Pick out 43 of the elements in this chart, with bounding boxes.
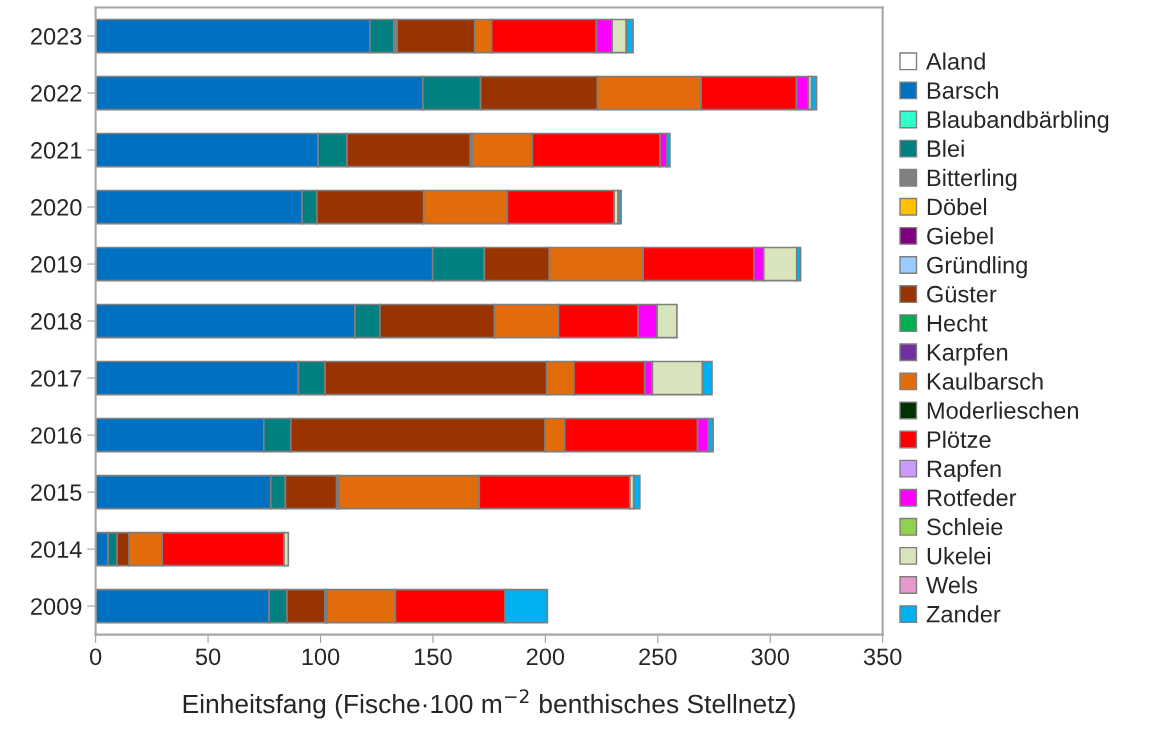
y-tick-label: 2022 — [31, 85, 82, 102]
x-tick-label: 250 — [639, 648, 677, 666]
bar — [810, 75, 818, 111]
x-tick-label: 350 — [863, 648, 902, 666]
legend-label: Karpfen — [927, 343, 1008, 366]
y-tick-label: 2021 — [31, 142, 82, 159]
y-tick-label: 2017 — [31, 370, 82, 387]
y-tick-label: 2016 — [31, 427, 82, 444]
legend-label: Plötze — [927, 430, 991, 449]
bar — [632, 474, 641, 510]
y-tick-label: 2015 — [31, 484, 82, 501]
y-tick-label: 2014 — [31, 541, 82, 558]
x-tick-label: 200 — [526, 648, 565, 666]
legend-label: Rotfeder — [927, 488, 1017, 507]
legend-label: Moderlieschen — [927, 401, 1078, 419]
legend-label: Zander — [926, 605, 1001, 623]
legend-label: Ukelei — [927, 547, 990, 565]
legend-label: Güster — [927, 285, 997, 303]
legend-label: Blei — [927, 139, 964, 158]
legend-label: Giebel — [927, 227, 993, 245]
legend-label: Bitterling — [927, 168, 1017, 191]
x-tick-label: 50 — [195, 648, 221, 666]
x-tick-label: 0 — [89, 648, 102, 666]
x-tick-label: 300 — [751, 648, 789, 666]
bar — [617, 189, 622, 225]
x-axis-title: Einheitsfang (Fische·100 m$^{−2}$ benthisches Stellnetz) — [183, 689, 795, 719]
x-tick-label: 150 — [415, 648, 452, 666]
legend-label: Barsch — [927, 81, 998, 99]
legend-label: Blaubandbärbling — [927, 110, 1109, 133]
legend-label: Schleie — [927, 517, 1003, 536]
y-tick-label: 2009 — [31, 598, 82, 615]
legend-label: Wels — [926, 576, 978, 594]
legend-label: Gründling — [927, 256, 1027, 279]
legend-label: Aland — [926, 52, 985, 70]
y-tick-label: 2018 — [31, 313, 82, 330]
legend-label: Rapfen — [927, 459, 1001, 482]
y-tick-label: 2019 — [31, 256, 82, 273]
legend-label: Döbel — [927, 197, 987, 216]
y-tick-label: 2020 — [31, 199, 82, 216]
x-tick-label: 100 — [302, 648, 340, 666]
y-tick-label: 2023 — [31, 28, 82, 45]
legend-label: Kaulbarsch — [927, 372, 1043, 390]
legend-label: Hecht — [927, 314, 988, 332]
